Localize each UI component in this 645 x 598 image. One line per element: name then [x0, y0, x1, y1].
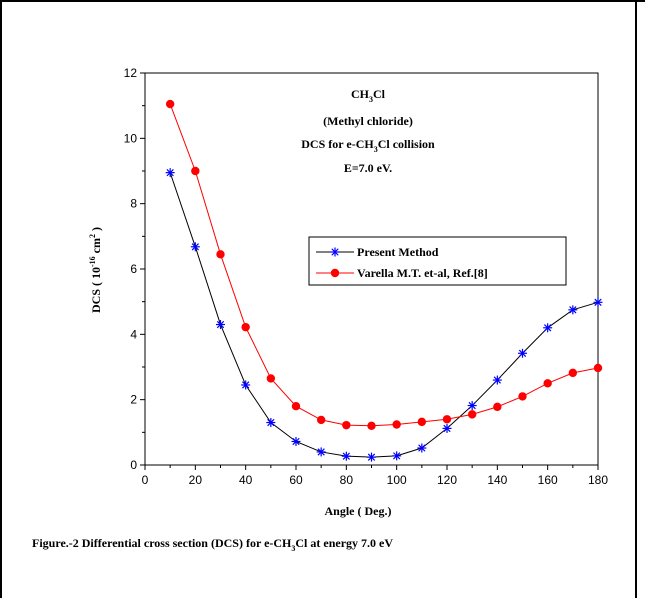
legend-label-1: Present Method	[357, 245, 439, 259]
x-tick-label-100: 100	[387, 473, 407, 487]
legend-marker-2	[330, 268, 340, 278]
legend-label-2: Varella M.T. et-al, Ref.[8]	[357, 266, 488, 280]
series-1-point	[216, 320, 225, 330]
x-tick-label-120: 120	[437, 473, 457, 487]
chart-annotation: CH3Cl (Methyl chloride) DCS for e-CH3Cl …	[301, 87, 435, 175]
series-1-point	[316, 447, 326, 457]
series-2-point	[417, 417, 427, 427]
series-1-point	[367, 452, 376, 462]
series-line-1	[169, 172, 599, 458]
series-1-point	[417, 443, 427, 453]
legend-box	[308, 236, 567, 286]
x-tick-label-60: 60	[289, 473, 303, 487]
series-line-2	[169, 103, 599, 427]
series-2-point	[367, 421, 376, 430]
frame-left-border	[0, 0, 2, 598]
legend: Present Method Varella M.T. et-al, Ref.[8…	[308, 236, 567, 286]
annotation-line-4: E=7.0 eV.	[344, 161, 392, 175]
legend-marker-1	[330, 247, 340, 257]
series-1-point	[442, 423, 452, 433]
y-tick-label-6: 6	[130, 262, 137, 276]
series-1-point	[518, 348, 527, 358]
series-2-point	[165, 99, 175, 109]
series-1-point	[568, 305, 578, 315]
series-2-point	[316, 415, 326, 425]
y-tick-label-8: 8	[130, 197, 137, 211]
y-tick-label-4: 4	[130, 327, 137, 341]
annotation-line-1: CH3Cl	[351, 87, 386, 104]
series-2-point	[442, 415, 452, 424]
series-2-point	[392, 420, 401, 429]
series-1-point	[543, 323, 553, 333]
series-1-point	[492, 375, 502, 385]
x-tick-label-20: 20	[189, 473, 203, 487]
x-tick-label-180: 180	[588, 473, 608, 487]
frame-top-border	[0, 0, 645, 2]
x-tick-label-40: 40	[239, 473, 253, 487]
x-tick-label-160: 160	[538, 473, 558, 487]
series-2-point	[342, 420, 351, 430]
x-tick-label-80: 80	[340, 473, 354, 487]
series-1-point	[241, 380, 251, 390]
series-2-point	[467, 410, 477, 419]
series-2-point	[493, 402, 502, 412]
series-1-point	[593, 297, 603, 307]
series-2-point	[593, 363, 603, 373]
y-tick-label-10: 10	[124, 131, 138, 145]
annotation-line-3: DCS for e-CH3Cl collision	[301, 137, 435, 154]
annotation-line-2: (Methyl chloride)	[323, 114, 413, 128]
y-tick-label-12: 12	[124, 66, 138, 80]
series-2-point	[241, 322, 250, 332]
series-2-point	[568, 368, 578, 378]
frame-right-border	[635, 0, 637, 598]
series-1-point	[392, 451, 402, 461]
x-axis-title: Angle ( Deg.)	[325, 504, 392, 518]
series-1-point	[291, 436, 301, 446]
series-2-point	[518, 392, 527, 401]
series-2-point	[266, 374, 276, 383]
series-2-point	[543, 379, 552, 388]
y-tick-label-2: 2	[130, 393, 137, 407]
y-tick-label-0: 0	[130, 458, 137, 472]
series-1-point	[165, 168, 175, 178]
series-2-point	[216, 250, 225, 259]
series-1-point	[266, 418, 276, 428]
series-1-point	[467, 401, 477, 411]
y-axis-title: DCS ( 10-16 cm2 )	[88, 227, 103, 313]
x-tick-label-0: 0	[142, 473, 149, 487]
x-tick-label-140: 140	[487, 473, 507, 487]
series-2-point	[291, 402, 301, 411]
series-2-point	[191, 166, 200, 176]
series-1-point	[190, 242, 200, 252]
series-1-point	[341, 451, 351, 461]
figure-caption: Figure.-2 Differential cross section (DC…	[32, 536, 393, 553]
